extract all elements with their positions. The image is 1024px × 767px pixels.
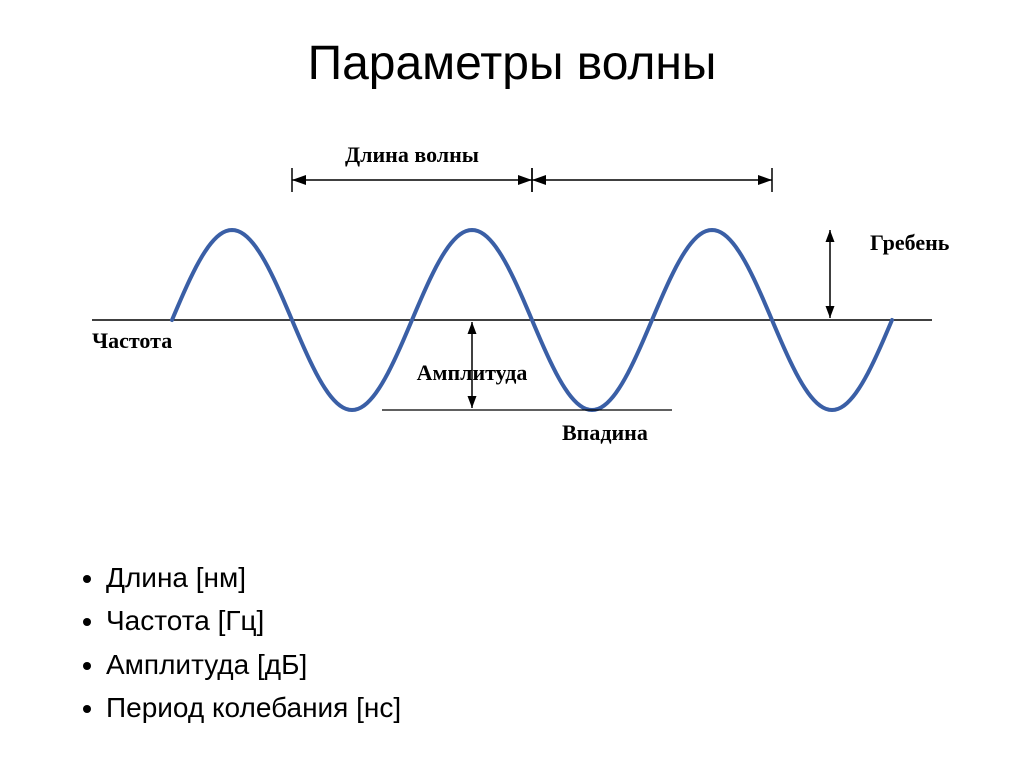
label-amplitude: Амплитуда <box>417 360 528 385</box>
wavelength-arrow-2 <box>532 168 772 192</box>
slide: Параметры волны Длина волны Гребень Частот… <box>0 0 1024 767</box>
crest-arrow <box>826 230 835 318</box>
label-crest: Гребень <box>870 230 950 255</box>
wave-svg: Длина волны Гребень Частота Амплитуда Впадин… <box>62 120 962 500</box>
label-frequency: Частота <box>92 328 172 353</box>
bullet-item: Частота [Гц] <box>106 599 401 642</box>
page-title: Параметры волны <box>0 36 1024 91</box>
label-wavelength: Длина волны <box>345 142 479 167</box>
bullet-item: Амплитуда [дБ] <box>106 643 401 686</box>
bullet-item: Длина [нм] <box>106 556 401 599</box>
label-trough: Впадина <box>562 420 648 445</box>
wavelength-arrow-1 <box>292 168 532 192</box>
bullet-item: Период колебания [нс] <box>106 686 401 729</box>
wave-diagram: Длина волны Гребень Частота Амплитуда Впадин… <box>62 120 962 500</box>
bullet-list: Длина [нм]Частота [Гц]Амплитуда [дБ]Пери… <box>70 556 401 730</box>
